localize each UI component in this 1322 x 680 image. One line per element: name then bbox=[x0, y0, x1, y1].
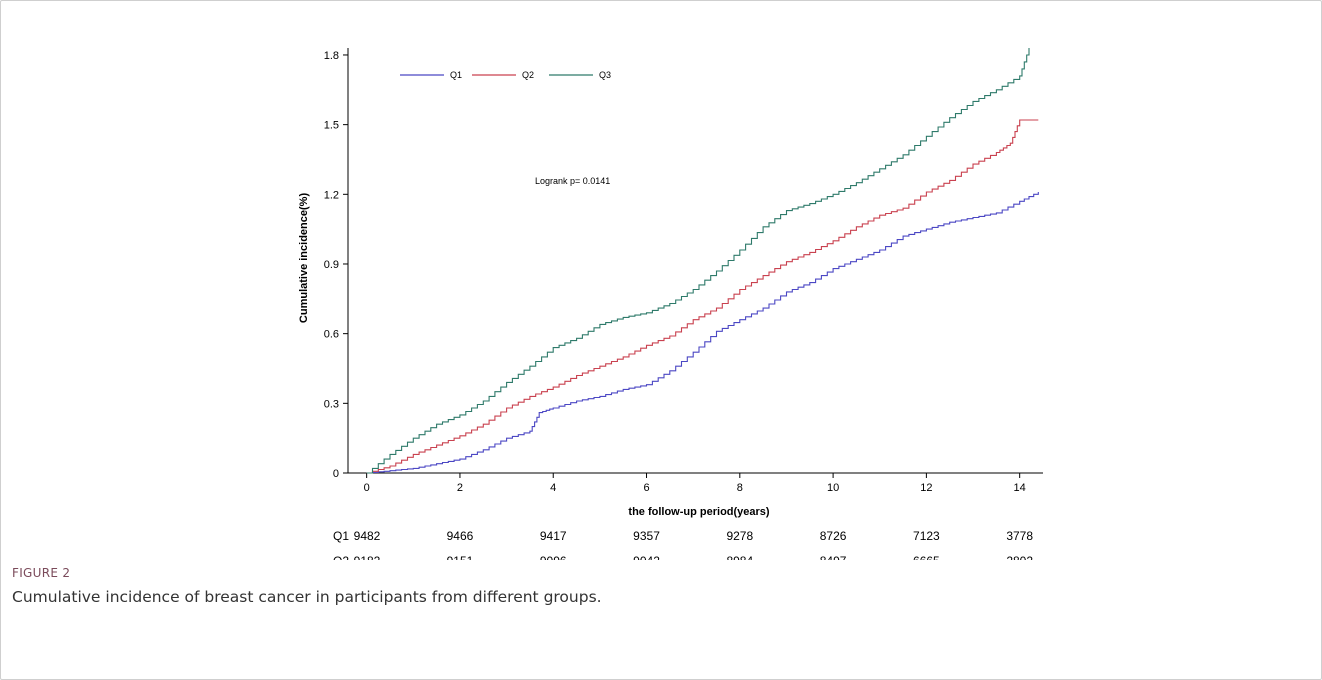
x-tick-label: 6 bbox=[643, 482, 649, 494]
legend-label-q2: Q2 bbox=[522, 70, 534, 80]
logrank-annotation: Logrank p= 0.0141 bbox=[535, 176, 610, 186]
x-tick-label: 2 bbox=[457, 482, 463, 494]
y-tick-label: 1.8 bbox=[324, 50, 339, 62]
y-tick-label: 0.3 bbox=[324, 398, 339, 410]
y-axis-label: Cumulative incidence(%) bbox=[298, 193, 310, 324]
x-tick-label: 8 bbox=[737, 482, 743, 494]
risk-row-label: Q2 bbox=[333, 554, 349, 560]
risk-table: Q1 9482 9466 9417 9357 9278 8726 7123 3778 Q2 9182… bbox=[333, 529, 1033, 560]
risk-cell: 7123 bbox=[913, 529, 940, 543]
risk-row-label: Q1 bbox=[333, 529, 349, 543]
x-tick-label: 10 bbox=[827, 482, 839, 494]
legend: Q1 Q2 Q3 bbox=[400, 70, 611, 80]
figure-caption: Cumulative incidence of breast cancer in… bbox=[12, 588, 602, 606]
risk-cell: 9096 bbox=[540, 554, 567, 560]
cumulative-incidence-chart: 0 0.3 0.6 0.9 1.2 1.5 1.8 0 2 4 6 8 10 12 14 Q1 Q2 Q3 Lo… bbox=[298, 48, 1043, 560]
x-tick-label: 14 bbox=[1014, 482, 1026, 494]
legend-label-q1: Q1 bbox=[450, 70, 462, 80]
y-tick-label: 0.9 bbox=[324, 259, 339, 271]
x-tick-label: 4 bbox=[550, 482, 556, 494]
risk-cell: 3778 bbox=[1006, 529, 1033, 543]
y-tick-label: 1.5 bbox=[324, 120, 339, 132]
risk-cell: 9151 bbox=[447, 554, 474, 560]
risk-cell: 8984 bbox=[726, 554, 753, 560]
series-line-q1 bbox=[366, 192, 1039, 474]
series-layer bbox=[366, 48, 1039, 474]
series-line-q3 bbox=[366, 48, 1030, 474]
risk-cell: 9466 bbox=[447, 529, 474, 543]
y-tick-label: 1.2 bbox=[324, 189, 339, 201]
risk-cell: 2802 bbox=[1006, 554, 1033, 560]
risk-cell: 9482 bbox=[354, 529, 381, 543]
x-tick-label: 0 bbox=[364, 482, 370, 494]
risk-cell: 9357 bbox=[633, 529, 660, 543]
risk-cell: 9182 bbox=[354, 554, 381, 560]
risk-cell: 9417 bbox=[540, 529, 567, 543]
figure-label: FIGURE 2 bbox=[12, 566, 71, 580]
legend-label-q3: Q3 bbox=[599, 70, 611, 80]
y-tick-label: 0.6 bbox=[324, 329, 339, 341]
axes: 0 0.3 0.6 0.9 1.2 1.5 1.8 0 2 4 6 8 10 12 14 bbox=[324, 48, 1043, 494]
y-tick-label: 0 bbox=[333, 468, 339, 480]
x-axis-label: the follow-up period(years) bbox=[628, 506, 770, 518]
x-tick-label: 12 bbox=[920, 482, 932, 494]
risk-cell: 6665 bbox=[913, 554, 940, 560]
risk-cell: 8726 bbox=[820, 529, 847, 543]
risk-cell: 8497 bbox=[820, 554, 847, 560]
series-line-q2 bbox=[366, 119, 1039, 474]
risk-cell: 9042 bbox=[633, 554, 660, 560]
risk-cell: 9278 bbox=[726, 529, 753, 543]
